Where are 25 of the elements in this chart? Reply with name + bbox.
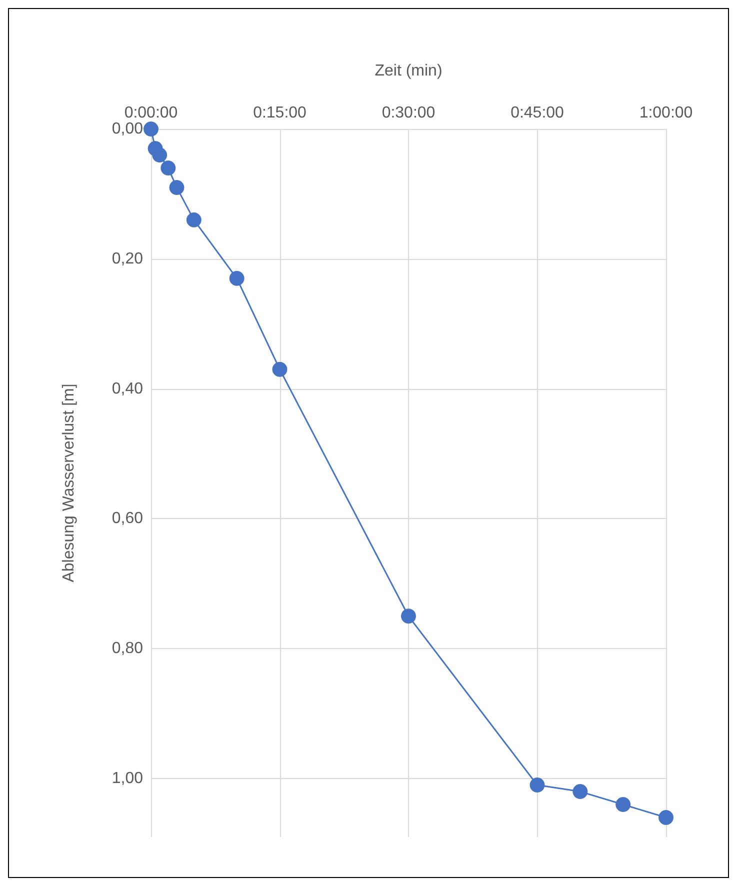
point — [658, 810, 674, 826]
y-tick-label: 0,00 — [112, 120, 144, 138]
x-tick-label: 0:30:00 — [382, 104, 436, 122]
point — [616, 797, 631, 812]
point — [229, 270, 244, 286]
point — [572, 784, 588, 800]
y-axis-title: Ablesung Wasserverlust [m] — [60, 384, 78, 582]
point — [401, 608, 416, 624]
point — [186, 212, 202, 228]
point — [272, 362, 288, 377]
point — [530, 778, 545, 793]
point — [144, 122, 158, 136]
x-axis-title: Zeit (min) — [374, 62, 442, 80]
y-tick-label: 0,60 — [112, 510, 144, 528]
point — [169, 180, 184, 195]
x-tick-label: 1:00:00 — [639, 104, 693, 122]
x-tick-label: 0:15:00 — [253, 104, 307, 122]
y-tick-label: 0,20 — [112, 250, 144, 268]
point — [160, 160, 176, 176]
y-tick-label: 0,40 — [112, 380, 144, 398]
y-tick-label: 1,00 — [112, 770, 144, 788]
y-tick-label: 0,80 — [112, 640, 144, 658]
x-tick-label: 0:00:00 — [124, 104, 178, 122]
point — [152, 147, 168, 162]
x-tick-label: 0:45:00 — [510, 104, 564, 122]
